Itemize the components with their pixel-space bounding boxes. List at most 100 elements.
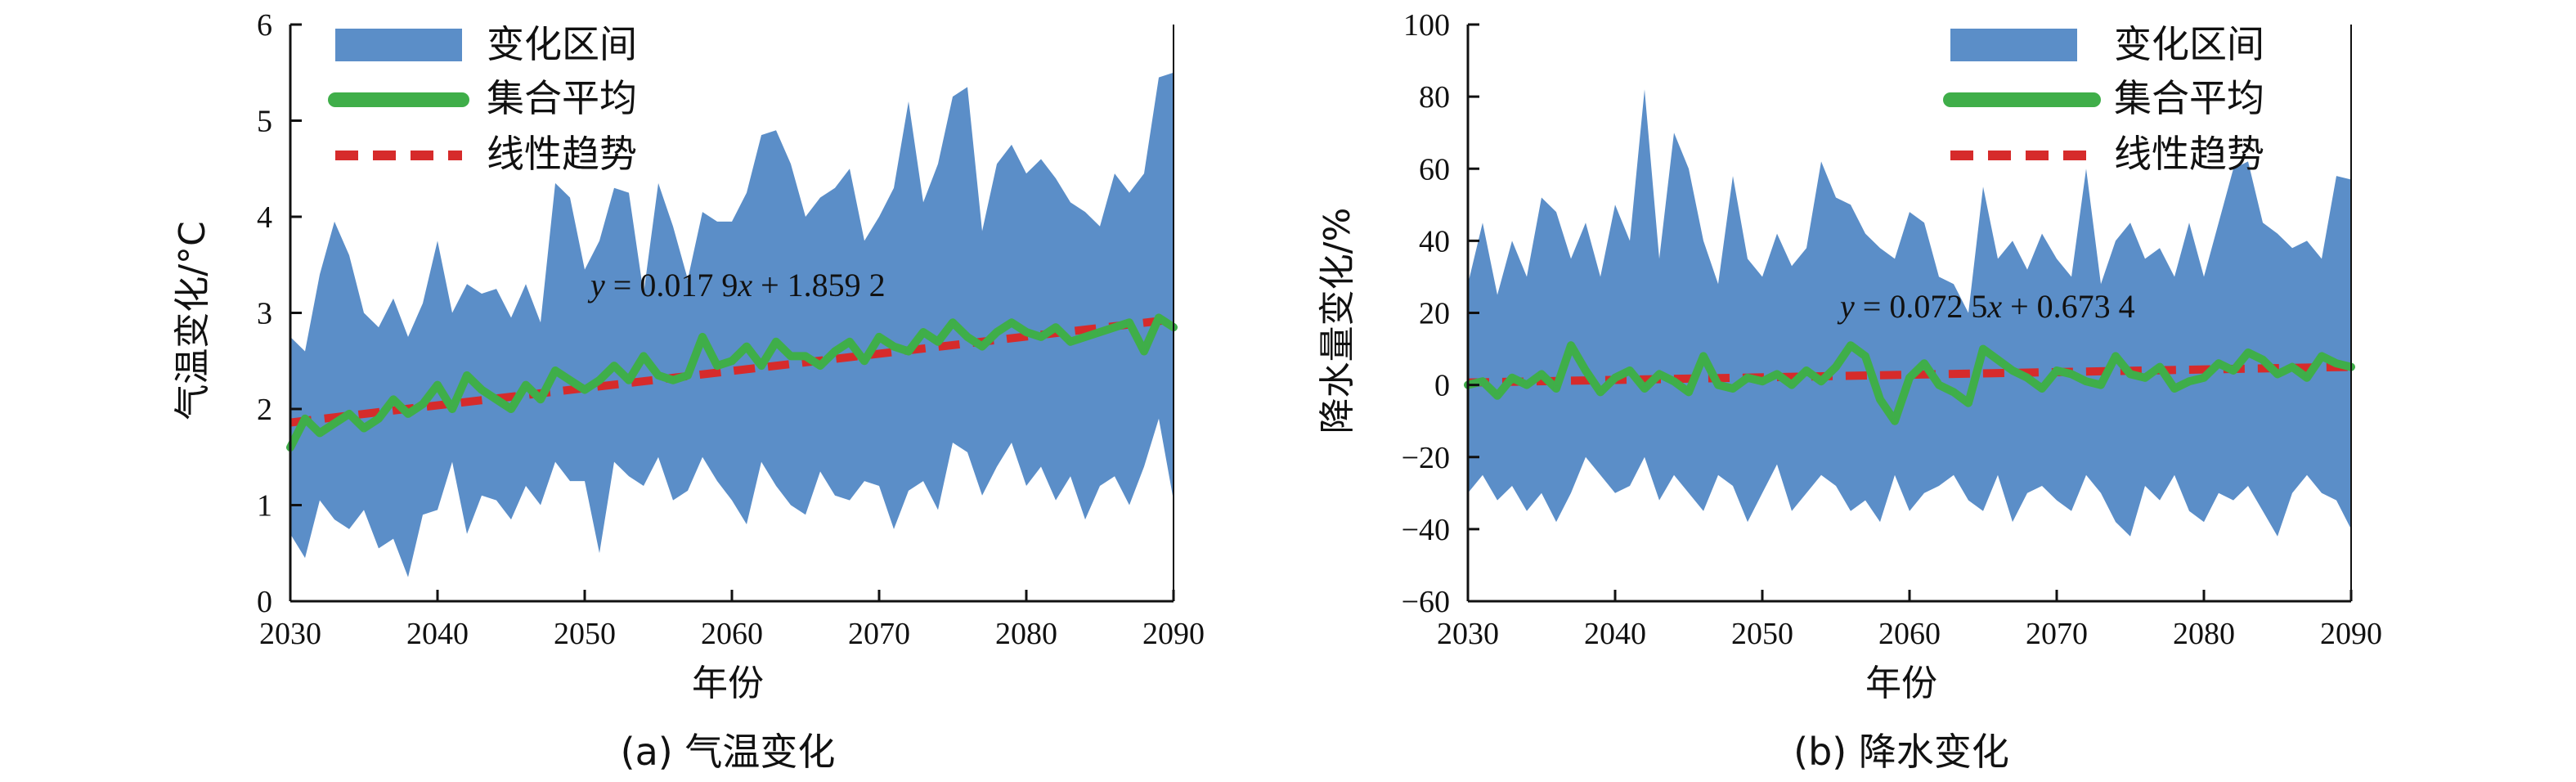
ensemble-mean-point (316, 429, 323, 437)
ensemble-mean-point (478, 386, 485, 393)
ensemble-mean-point (508, 406, 514, 412)
ensemble-mean-point (1627, 367, 1633, 374)
ensemble-mean-point (846, 338, 853, 345)
ensemble-mean-point (1052, 324, 1059, 331)
ensemble-mean-point (302, 415, 308, 422)
ensemble-mean-point (1921, 360, 1928, 367)
ensemble-mean-point (1126, 319, 1133, 326)
ensemble-mean-point (1892, 417, 1898, 425)
ensemble-mean-point (2304, 374, 2310, 381)
ensemble-mean-point (596, 376, 603, 384)
ensemble-mean-point (2201, 374, 2207, 381)
x-tick-label: 2040 (1584, 617, 1646, 651)
legend-label-trend: 线性趋势 (2114, 132, 2264, 176)
ensemble-mean-point (979, 343, 985, 350)
mean-layer (1464, 341, 2355, 425)
x-tick-label: 2080 (2173, 617, 2235, 651)
y-tick-label: 1 (257, 489, 272, 524)
ensemble-mean-point (949, 319, 956, 326)
ensemble-mean-point (1479, 378, 1486, 385)
ensemble-mean-point (1082, 333, 1088, 340)
legend-swatch-band (335, 29, 462, 61)
ensemble-mean-point (2112, 353, 2119, 360)
ensemble-mean-point (788, 353, 794, 360)
ensemble-mean-point (1936, 381, 1942, 389)
ensemble-mean-point (2053, 367, 2060, 374)
ensemble-mean-point (1008, 319, 1015, 326)
ensemble-mean-point (2127, 371, 2134, 378)
ensemble-mean-point (1111, 324, 1118, 331)
y-tick-label: 5 (257, 105, 272, 139)
ensemble-mean-point (1700, 353, 1707, 360)
x-tick-label: 2070 (2026, 617, 2088, 651)
ensemble-mean-point (1553, 385, 1560, 393)
x-tick-label: 2050 (1731, 617, 1793, 651)
ensemble-mean-point (1156, 314, 1162, 321)
ensemble-mean-point (1671, 378, 1677, 385)
x-tick-label: 2030 (1437, 617, 1499, 651)
ensemble-mean-point (2009, 367, 2016, 374)
ensemble-mean-point (714, 362, 720, 370)
x-tick-label: 2060 (701, 617, 763, 651)
trend-equation: y = 0.072 5x + 0.673 4 (1837, 288, 2135, 325)
temperature-chart-panel: 0 1 2 3 4 5 6 2030 2040 2050 2060 2070 2080 2090 气温变化… (172, 8, 1205, 774)
ensemble-mean-point (1641, 385, 1648, 393)
ensemble-mean-point (1509, 374, 1515, 381)
ensemble-mean-point (1862, 353, 1869, 360)
ensemble-mean-point (2098, 381, 2104, 389)
ensemble-mean-point (2289, 363, 2296, 371)
band-layer (1468, 89, 2351, 537)
ensemble-mean-point (1730, 385, 1736, 393)
ensemble-mean-point (361, 425, 367, 432)
mean-layer (286, 313, 1178, 452)
ensemble-mean-point (449, 406, 456, 412)
ensemble-mean-point (1685, 389, 1692, 396)
ensemble-mean-point (1906, 374, 1913, 381)
ensemble-mean-point (891, 343, 897, 350)
y-tick-label: 40 (1419, 224, 1450, 258)
ensemble-mean-point (2186, 378, 2192, 385)
ensemble-mean-point (1656, 371, 1663, 378)
ensemble-mean-point (2274, 371, 2281, 378)
ensemble-mean-point (1038, 333, 1044, 340)
ensemble-mean-point (743, 343, 750, 350)
y-tick-label: 6 (257, 8, 272, 43)
ensemble-mean-point (832, 348, 838, 355)
ensemble-mean-point (552, 367, 559, 374)
ensemble-mean-point (1097, 329, 1103, 335)
x-tick-label: 2090 (2320, 617, 2382, 651)
y-tick-label: 4 (257, 200, 272, 235)
ensemble-mean-point (405, 410, 411, 417)
x-tick-label: 2060 (1878, 617, 1941, 651)
ensemble-mean-point (876, 333, 882, 340)
ensemble-mean-point (1803, 367, 1810, 374)
ensemble-mean-point (964, 333, 971, 340)
ensemble-mean-point (1582, 367, 1589, 374)
ensemble-mean-point (699, 333, 706, 340)
ensemble-mean-point (729, 357, 735, 365)
ensemble-mean-point (1965, 399, 1972, 407)
x-tick-label: 2040 (406, 617, 469, 651)
ensemble-mean-point (1612, 374, 1618, 381)
ensemble-mean-point (1833, 363, 1839, 371)
y-tick-label: 60 (1419, 152, 1450, 187)
y-tick-label: −60 (1402, 585, 1450, 619)
ensemble-mean-point (773, 338, 779, 345)
ensemble-mean-point (434, 381, 441, 389)
ensemble-mean-point (523, 381, 529, 389)
y-axis-title: 降水量变化/% (1317, 208, 1358, 434)
y-tick-label: −20 (1402, 441, 1450, 475)
y-tick-label: 80 (1419, 80, 1450, 115)
ensemble-mean-point (2215, 360, 2222, 367)
x-axis-title: 年份 (1865, 663, 1937, 704)
x-tick-label: 2070 (848, 617, 910, 651)
legend-swatch-band (1950, 29, 2077, 61)
ensemble-mean-point (2068, 371, 2075, 378)
ensemble-mean-point (1524, 381, 1530, 389)
x-axis-title: 年份 (692, 663, 764, 704)
legend-label-mean: 集合平均 (487, 76, 637, 120)
chart-caption: (a) 气温变化 (621, 730, 836, 774)
ensemble-mean-point (1980, 345, 1986, 353)
ensemble-mean-point (1877, 396, 1883, 403)
